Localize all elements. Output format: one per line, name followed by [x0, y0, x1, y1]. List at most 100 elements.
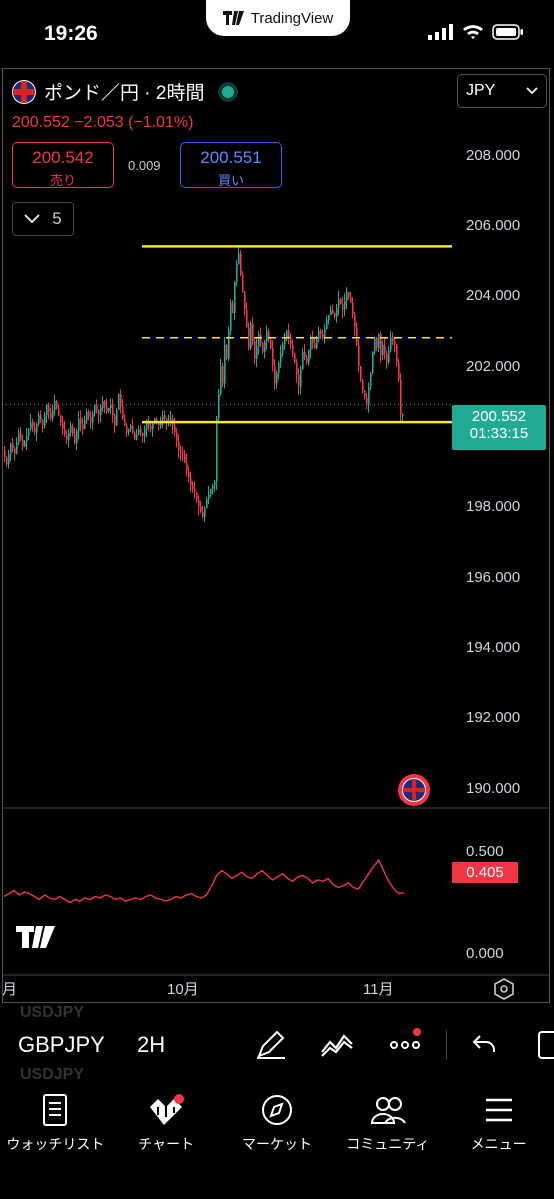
sell-price: 200.542 — [32, 148, 94, 167]
sell-label: 売り — [49, 173, 76, 188]
candle-body — [350, 297, 352, 303]
candle-body — [34, 427, 36, 433]
candle-body — [166, 418, 168, 423]
candle-body — [304, 351, 306, 358]
candle-body — [80, 418, 82, 424]
candle-body — [100, 408, 102, 416]
candle-body — [18, 432, 20, 444]
candle-body — [384, 344, 386, 354]
candle-body — [46, 404, 48, 416]
candle-body — [374, 337, 376, 352]
candle-body — [122, 406, 124, 419]
candle-body — [204, 508, 206, 518]
indicator-axis-label: 0.500 — [466, 843, 504, 860]
candle-body — [222, 365, 224, 384]
candle-body — [322, 334, 324, 338]
candle-body — [26, 436, 28, 442]
candle-body — [14, 448, 16, 454]
redo-icon[interactable] — [538, 1030, 554, 1060]
candle-body — [300, 369, 302, 387]
candle-body — [120, 394, 122, 407]
candle-body — [36, 423, 38, 433]
tradingview-logo-icon — [222, 11, 244, 25]
candle-body — [96, 404, 98, 410]
candle-body — [280, 353, 282, 363]
candle-body — [356, 327, 358, 345]
candle-body — [70, 425, 72, 433]
indicators-icon[interactable] — [320, 1030, 354, 1058]
symbol-header[interactable]: ポンド／円 · 2時間 — [12, 78, 235, 105]
sell-button[interactable]: 200.542 売り — [12, 142, 114, 188]
spread-value: 0.009 — [128, 158, 161, 173]
candle-body — [328, 314, 330, 321]
candle-body — [200, 506, 202, 512]
nav-chart[interactable]: チャート — [111, 1084, 222, 1199]
candle-body — [94, 404, 96, 414]
candle-body — [316, 339, 318, 349]
candle-body — [310, 337, 312, 351]
tradingview-watermark-icon — [16, 926, 55, 948]
candle-body — [102, 401, 104, 409]
app-name: TradingView — [250, 9, 334, 27]
candle-body — [132, 425, 134, 433]
price-chart[interactable] — [0, 68, 554, 1003]
candle-body — [306, 357, 308, 363]
candle-body — [142, 432, 144, 437]
interval-button[interactable]: 2H — [137, 1032, 166, 1057]
buy-button[interactable]: 200.551 買い — [180, 142, 282, 188]
nav-watchlist[interactable]: ウォッチリスト — [0, 1084, 111, 1199]
buy-price: 200.551 — [200, 148, 262, 167]
more-icon[interactable] — [388, 1026, 424, 1056]
candle-body — [72, 425, 74, 435]
candle-body — [98, 409, 100, 416]
nav-market[interactable]: マーケット — [222, 1084, 333, 1199]
undo-icon[interactable] — [472, 1032, 498, 1056]
nav-community[interactable]: コミュニティ — [332, 1084, 443, 1199]
candle-body — [332, 309, 334, 314]
tradingview-pill: TradingView — [206, 0, 350, 36]
currency-select[interactable]: JPY — [457, 74, 547, 108]
candle-body — [236, 263, 238, 282]
candle-body — [388, 350, 390, 363]
nav-label: マーケット — [241, 1136, 312, 1152]
menu-icon — [485, 1098, 512, 1122]
price-axis-label: 208.000 — [466, 147, 521, 164]
candle-body — [108, 408, 110, 412]
candle-body — [6, 457, 8, 465]
community-icon — [370, 1097, 406, 1124]
drawing-pen-icon[interactable] — [255, 1030, 287, 1060]
last-price-tag: 200.552 01:33:15 — [452, 405, 546, 450]
candle-body — [224, 344, 226, 384]
symbol-button[interactable]: GBPJPY — [18, 1032, 105, 1057]
candle-body — [62, 422, 64, 430]
candle-body — [170, 418, 172, 421]
chart-settings-icon[interactable] — [493, 978, 515, 1000]
candle-body — [238, 253, 240, 264]
toolbar-divider — [446, 1030, 447, 1060]
candle-body — [254, 341, 256, 359]
candle-body — [262, 343, 264, 352]
uk-flag-icon — [12, 79, 36, 104]
candle-body — [192, 485, 194, 489]
candle-body — [136, 434, 138, 440]
chevron-down-icon — [24, 214, 40, 224]
candle-body — [392, 337, 394, 342]
candle-body — [282, 344, 284, 354]
collapse-indicators-button[interactable]: 5 — [12, 202, 74, 236]
candle-body — [218, 394, 220, 419]
candle-body — [104, 401, 106, 407]
nav-menu[interactable]: メニュー — [443, 1084, 554, 1199]
candle-body — [394, 341, 396, 345]
candle-body — [146, 422, 148, 430]
candle-body — [140, 429, 142, 433]
uk-event-marker[interactable] — [398, 774, 430, 806]
candle-body — [398, 362, 400, 380]
candle-body — [126, 425, 128, 433]
candle-body — [74, 434, 76, 444]
indicator-line — [3, 858, 405, 904]
candle-body — [206, 499, 208, 509]
candle-body — [296, 362, 298, 375]
candle-body — [258, 334, 260, 347]
signal-icon — [428, 24, 453, 40]
candle-body — [264, 341, 266, 352]
